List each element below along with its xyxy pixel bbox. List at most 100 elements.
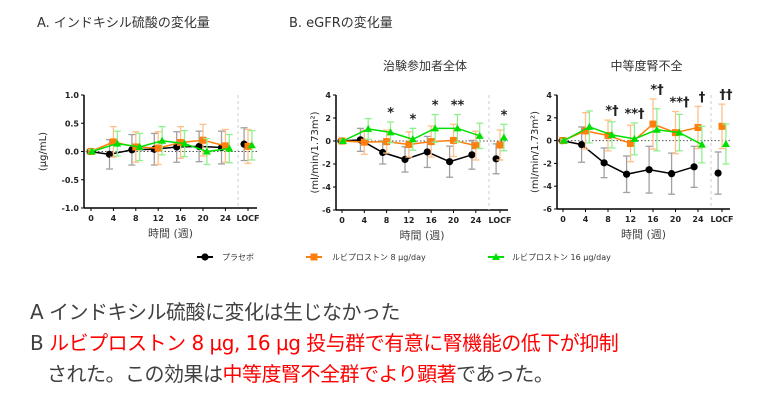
x-tick-label: 4	[362, 216, 368, 225]
x-tick-label: 20	[197, 214, 209, 223]
x-tick-label: 24	[470, 216, 482, 225]
significance-mark: ††	[720, 88, 734, 103]
y-tick-label: -1.0	[62, 204, 80, 213]
data-point	[694, 123, 702, 131]
y-tick-label: 2	[325, 114, 331, 123]
summary-text-c2: であった。	[456, 362, 554, 386]
x-tick-label: 8	[384, 216, 390, 225]
data-point	[499, 133, 508, 141]
data-point	[180, 139, 189, 147]
y-tick-label: -0.5	[62, 176, 80, 185]
chart-subtitle: 治験参加者全体	[383, 58, 467, 73]
data-point	[431, 124, 440, 132]
x-tick-label: 24	[220, 214, 232, 223]
data-point	[405, 140, 413, 148]
summary-highlight-b: ルビプロストン 8 μg, 16 μg 投与群で有意に腎機能の低下が抑制	[49, 331, 619, 355]
legend-marker-square	[310, 253, 318, 261]
data-point	[221, 142, 229, 150]
significance-mark: **	[451, 99, 465, 114]
y-tick-label: -6	[543, 205, 552, 214]
data-point	[408, 135, 417, 143]
data-point	[652, 125, 661, 133]
y-tick-label: 1.0	[65, 91, 80, 100]
data-point	[87, 147, 96, 155]
x-tick-label: 20	[448, 216, 460, 225]
x-tick-label: 0	[339, 216, 345, 225]
data-point	[468, 151, 476, 159]
data-point	[721, 140, 730, 148]
data-point	[690, 163, 698, 171]
summary-label-a: A	[30, 300, 44, 324]
y-axis-label: (ml/min/1.73m²)	[310, 111, 321, 193]
x-tick-label: 16	[647, 215, 659, 224]
x-tick-label: LOCF	[711, 215, 734, 224]
x-tick-label: 8	[605, 215, 611, 224]
data-point	[154, 144, 162, 152]
data-point	[202, 147, 211, 155]
section-b-title: B. eGFRの変化量	[289, 16, 393, 31]
data-point	[585, 122, 594, 130]
data-point	[718, 122, 726, 130]
data-point	[472, 142, 480, 150]
data-point	[453, 124, 462, 132]
significance-mark: †	[699, 90, 706, 105]
x-axis-label: 時間 (週)	[621, 228, 666, 241]
legend-marker-circle	[201, 253, 209, 261]
data-point	[225, 144, 234, 152]
data-point	[582, 127, 589, 135]
data-point	[578, 140, 586, 149]
summary-line-b: B ルビプロストン 8 μg, 16 μg 投与群で有意に腎機能の低下が抑制	[30, 327, 619, 356]
summary-label-b: B	[30, 331, 44, 355]
data-point	[364, 124, 373, 132]
summary-text-c1: された。この効果は	[47, 362, 223, 386]
data-point	[492, 155, 500, 163]
x-tick-label: 4	[111, 214, 117, 223]
legend-marker-triangle	[492, 253, 500, 260]
data-point	[113, 139, 122, 147]
summary-line-a: A インドキシル硫酸に変化は生じなかった	[30, 296, 401, 325]
y-axis-label: (ml/min/1.73m²)	[530, 111, 541, 193]
x-tick-label: 8	[133, 214, 139, 223]
data-point	[244, 142, 252, 150]
legend-label: プラセボ	[222, 253, 254, 262]
data-point	[199, 136, 207, 144]
data-point	[607, 130, 616, 138]
data-point	[379, 148, 387, 157]
data-point	[604, 131, 612, 139]
significance-mark: **†	[669, 96, 690, 111]
data-point	[675, 128, 684, 136]
data-point	[109, 138, 117, 146]
y-tick-label: 0.0	[65, 148, 80, 157]
y-tick-label: 4	[546, 91, 552, 100]
data-point	[697, 140, 706, 148]
data-point	[446, 158, 454, 166]
significance-mark: *	[432, 99, 439, 114]
y-axis-label: (μg/mL)	[38, 132, 49, 171]
data-point	[360, 138, 368, 146]
x-tick-label: 12	[153, 214, 164, 223]
data-point	[630, 134, 639, 142]
data-point	[496, 141, 504, 149]
x-tick-label: 16	[426, 216, 438, 225]
x-tick-label: 12	[625, 215, 636, 224]
x-tick-label: LOCF	[489, 216, 512, 225]
data-point	[450, 136, 457, 144]
significance-mark: *†	[650, 83, 664, 98]
legend-label: ルビプロストン 16 μg/day	[512, 253, 611, 262]
significance-mark: *	[409, 112, 416, 127]
significance-mark: **†	[624, 107, 645, 122]
data-point	[135, 142, 144, 150]
summary-line-c: された。この効果は中等度腎不全群でより顕著であった。	[47, 358, 554, 387]
data-point	[623, 170, 631, 178]
y-tick-label: 0	[325, 137, 331, 146]
y-tick-label: 0	[546, 137, 552, 146]
data-point	[423, 148, 431, 156]
significance-mark: *†	[605, 104, 619, 119]
x-tick-label: 4	[583, 215, 589, 224]
data-point	[158, 136, 167, 144]
data-point	[475, 131, 484, 139]
y-tick-label: -6	[322, 206, 331, 215]
x-axis-label: 時間 (週)	[399, 229, 444, 242]
